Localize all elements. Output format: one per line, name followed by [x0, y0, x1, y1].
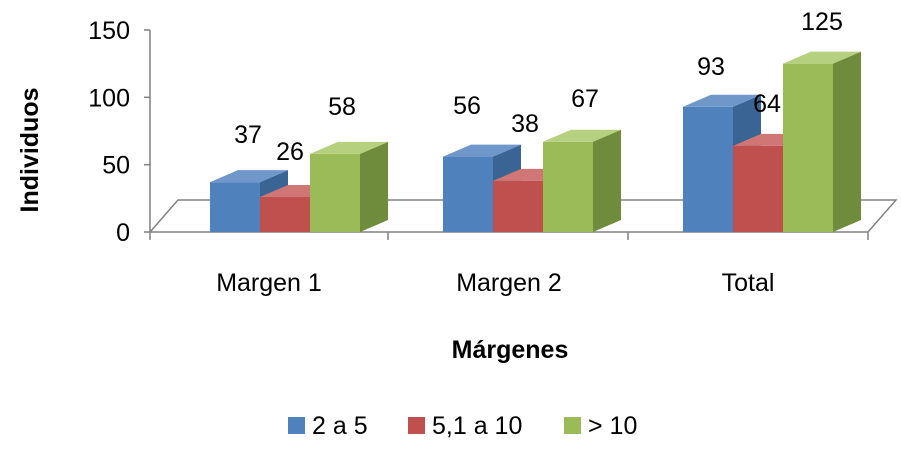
legend-item: 2 a 5 — [288, 412, 368, 440]
x-tick-label: Total — [722, 269, 775, 297]
data-label: 56 — [453, 92, 481, 120]
bar-front — [493, 180, 543, 232]
bar-front — [260, 196, 310, 232]
bar-front — [733, 145, 783, 232]
bar-top — [310, 141, 388, 154]
bar — [543, 129, 621, 232]
y-tick-label: 100 — [88, 84, 130, 112]
data-label: 37 — [234, 121, 262, 149]
data-labels: 37 26 58 56 38 67 93 64 125 — [234, 8, 843, 166]
bar-side — [593, 129, 621, 232]
bar-top — [543, 129, 621, 142]
bar-top — [683, 94, 761, 107]
data-label: 64 — [753, 90, 781, 118]
legend: 2 a 5 5,1 a 10 > 10 — [288, 412, 637, 440]
x-axis-title: Márgenes — [452, 336, 569, 364]
bar-front — [310, 153, 360, 232]
data-label: 67 — [571, 85, 599, 113]
bar-front — [683, 106, 733, 232]
legend-swatch — [564, 417, 581, 434]
x-tick-label: Margen 1 — [216, 269, 322, 297]
bar-front — [783, 63, 833, 232]
y-tick-label: 0 — [116, 219, 130, 247]
y-tick-label: 150 — [88, 17, 130, 45]
bar — [783, 51, 861, 232]
data-label: 26 — [276, 138, 304, 166]
data-label: 58 — [328, 93, 356, 121]
legend-label: 5,1 a 10 — [432, 412, 522, 440]
legend-label: > 10 — [588, 412, 637, 440]
bar-top — [443, 144, 521, 157]
data-label: 125 — [801, 8, 843, 36]
y-tick-label: 50 — [102, 152, 130, 180]
bars — [210, 51, 861, 232]
bar-front — [443, 156, 493, 232]
legend-item: > 10 — [564, 412, 637, 440]
bar-front — [210, 182, 260, 232]
bar-top — [783, 51, 861, 64]
legend-label: 2 a 5 — [312, 412, 368, 440]
x-tick-label: Margen 2 — [456, 269, 562, 297]
bar-side — [360, 141, 388, 232]
data-label: 93 — [697, 53, 725, 81]
legend-swatch — [408, 417, 425, 434]
legend-swatch — [288, 417, 305, 434]
bar — [310, 141, 388, 232]
bar-top — [210, 170, 288, 183]
data-label: 38 — [511, 110, 539, 138]
axes: 0 50 100 150 Margen 1 Margen 2 Total — [88, 17, 869, 297]
y-axis-title: Individuos — [16, 88, 44, 213]
bar-side — [833, 51, 861, 232]
legend-item: 5,1 a 10 — [408, 412, 522, 440]
bar-front — [543, 141, 593, 232]
